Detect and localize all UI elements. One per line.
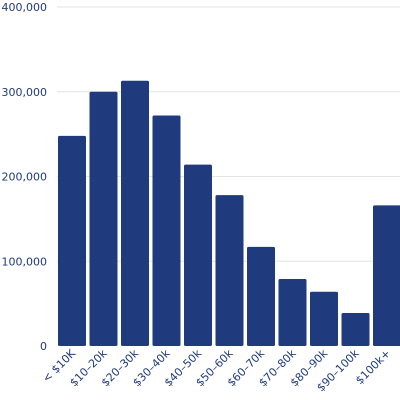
bar bbox=[89, 91, 118, 346]
bar bbox=[215, 195, 244, 346]
bar bbox=[247, 246, 275, 346]
bar bbox=[121, 80, 149, 347]
x-axis-ticks: < $10K$10–20k$20–30k$30–40k$40–50k$50–60… bbox=[40, 346, 393, 394]
y-tick-label: 0 bbox=[40, 340, 47, 353]
bar bbox=[310, 291, 338, 346]
y-tick-label: 400,000 bbox=[2, 1, 48, 14]
bar bbox=[373, 205, 400, 346]
y-tick-label: 100,000 bbox=[2, 255, 48, 268]
y-tick-label: 200,000 bbox=[2, 171, 48, 184]
bar bbox=[341, 312, 370, 346]
bar bbox=[58, 135, 86, 346]
y-axis-ticks: 0 100,000 200,000 300,000 400,000 bbox=[2, 1, 48, 353]
bar bbox=[278, 279, 307, 346]
bars bbox=[58, 80, 400, 347]
bar bbox=[152, 115, 181, 346]
bar bbox=[184, 164, 212, 346]
x-tick-label: $100k+ bbox=[353, 347, 393, 387]
y-tick-label: 300,000 bbox=[2, 86, 48, 99]
